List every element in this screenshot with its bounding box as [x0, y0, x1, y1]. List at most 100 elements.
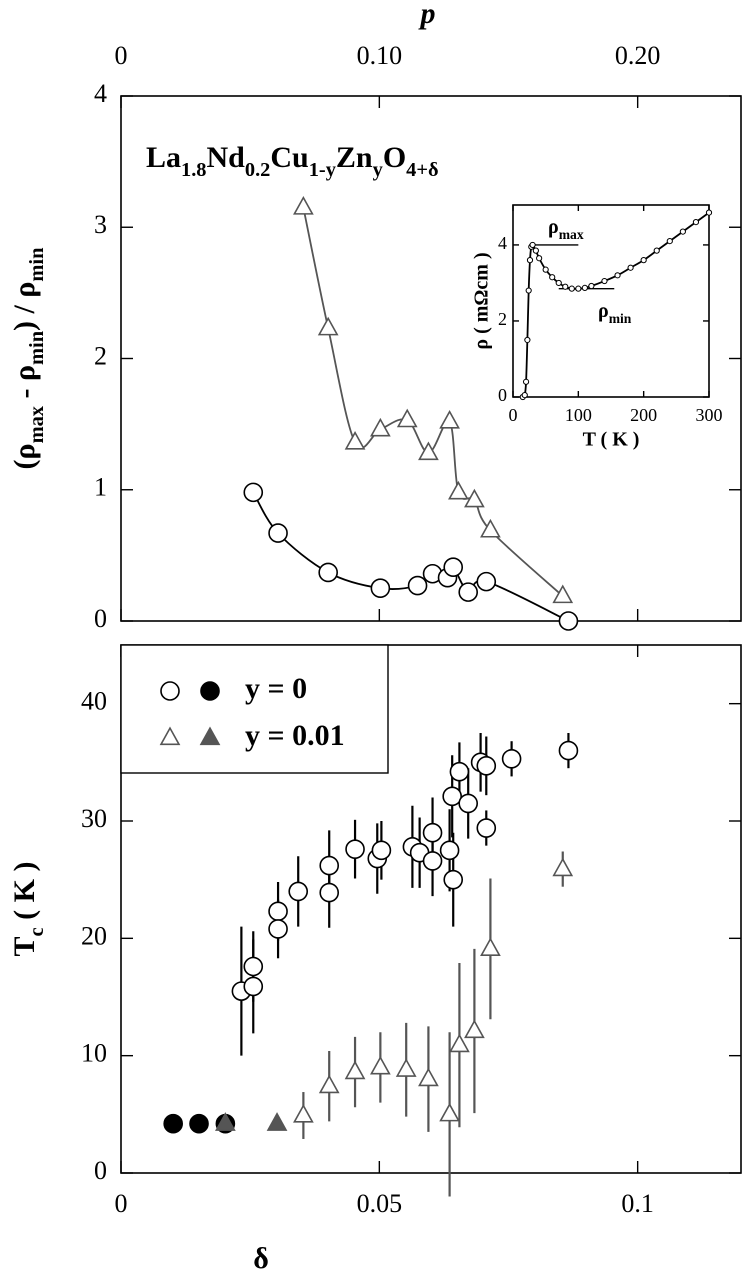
annotation-part: ρ: [598, 300, 609, 322]
x-tick-label: 100: [565, 405, 592, 425]
marker: [614, 272, 621, 279]
marker: [370, 1055, 391, 1075]
marker: [293, 1103, 314, 1123]
marker: [480, 937, 501, 956]
x2-tick-label: 0.20: [615, 41, 661, 70]
marker: [243, 956, 264, 977]
legend-box: [120, 644, 389, 774]
marker: [407, 575, 428, 596]
marker: [318, 562, 338, 583]
marker: [464, 1019, 485, 1039]
y-tick-label: 3: [94, 210, 107, 239]
marker: [396, 408, 418, 428]
y-tick-label: 20: [81, 921, 107, 950]
y-tick-label: 40: [81, 687, 107, 716]
marker: [319, 855, 340, 876]
panel-title-part: Nd: [207, 141, 246, 174]
panel-title-part: Zn: [336, 141, 373, 174]
marker: [371, 840, 392, 861]
marker: [268, 919, 288, 939]
y-tick-label: 4: [498, 233, 507, 253]
marker: [529, 241, 536, 249]
panel-title-part: Cu: [270, 141, 308, 174]
marker: [317, 316, 339, 336]
panel-title-part: 1.8: [181, 159, 207, 181]
plot-frame: [512, 204, 710, 398]
marker: [345, 839, 365, 859]
marker: [542, 266, 549, 273]
marker: [370, 578, 391, 598]
marker: [422, 822, 443, 843]
plot-frame: [120, 644, 742, 1174]
marker: [344, 1060, 366, 1080]
marker: [370, 417, 391, 437]
y-tick-label: 0: [94, 1156, 107, 1185]
y-tick-label: 1: [94, 473, 107, 502]
marker: [640, 257, 647, 264]
marker: [443, 869, 464, 890]
y-axis-label-part: - ρ: [8, 365, 41, 406]
y-tick-label: 4: [94, 79, 107, 108]
x-axis-label: T ( K ): [583, 429, 640, 451]
marker: [243, 976, 264, 997]
y-axis-label: ρ ( mΩcm ): [471, 252, 493, 349]
x-tick-label: 0.1: [621, 1189, 654, 1218]
panel-title-part: 0.2: [245, 159, 271, 181]
marker: [627, 264, 634, 271]
marker: [653, 247, 660, 254]
marker: [476, 818, 497, 838]
panel-title: La1.8Nd0.2Cu1-yZnyO4+δ: [146, 141, 439, 181]
y-axis-label-part: max: [26, 405, 48, 443]
x-axis-label: δ: [253, 1242, 269, 1275]
marker: [536, 255, 543, 262]
x-tick-label: 0.05: [357, 1189, 403, 1218]
x-tick-label: 300: [696, 405, 723, 425]
panel-title-part: y: [373, 159, 383, 181]
x2-tick-label: 0: [115, 41, 128, 70]
y-tick-label: 10: [81, 1039, 107, 1068]
marker: [476, 571, 497, 592]
marker: [552, 857, 574, 877]
marker: [525, 287, 532, 294]
annotation: ρmax: [548, 216, 584, 242]
marker: [558, 740, 579, 761]
marker: [480, 518, 501, 538]
legend-label: y = 0.01: [245, 719, 345, 752]
marker: [568, 285, 575, 292]
y-axis-label-part: (ρ: [8, 443, 41, 469]
marker: [288, 881, 309, 902]
marker: [555, 279, 562, 287]
marker: [558, 611, 579, 631]
y-axis-label-part: min: [26, 247, 48, 282]
y-tick-label: 2: [94, 341, 107, 370]
marker: [521, 391, 528, 399]
y-tick-label: 30: [81, 804, 107, 833]
marker: [458, 793, 479, 814]
annotation: ρmin: [598, 300, 632, 326]
legend-marker: [199, 726, 221, 746]
annotation-part: min: [609, 311, 632, 326]
y-tick-label: 0: [498, 385, 507, 405]
legend-marker: [160, 681, 180, 701]
marker: [549, 274, 556, 281]
y-axis-label-part: min: [26, 330, 48, 365]
legend-marker: [159, 726, 181, 746]
marker: [344, 430, 366, 450]
marker: [439, 409, 460, 429]
legend-label: y = 0: [245, 672, 307, 705]
marker: [318, 1074, 340, 1094]
marker: [163, 1113, 183, 1134]
y-axis-label-part: c: [26, 927, 48, 936]
marker: [448, 480, 469, 500]
marker: [581, 284, 588, 291]
marker: [692, 219, 700, 226]
x2-axis-label: p: [418, 0, 436, 30]
marker: [266, 1112, 288, 1131]
marker: [679, 228, 686, 235]
y-axis-label: Tc ( K ): [8, 862, 48, 957]
annotation-part: ρ: [548, 216, 559, 238]
legend-marker: [200, 681, 220, 701]
marker: [522, 378, 530, 385]
y-tick-label: 0: [94, 604, 107, 633]
marker: [601, 277, 608, 285]
